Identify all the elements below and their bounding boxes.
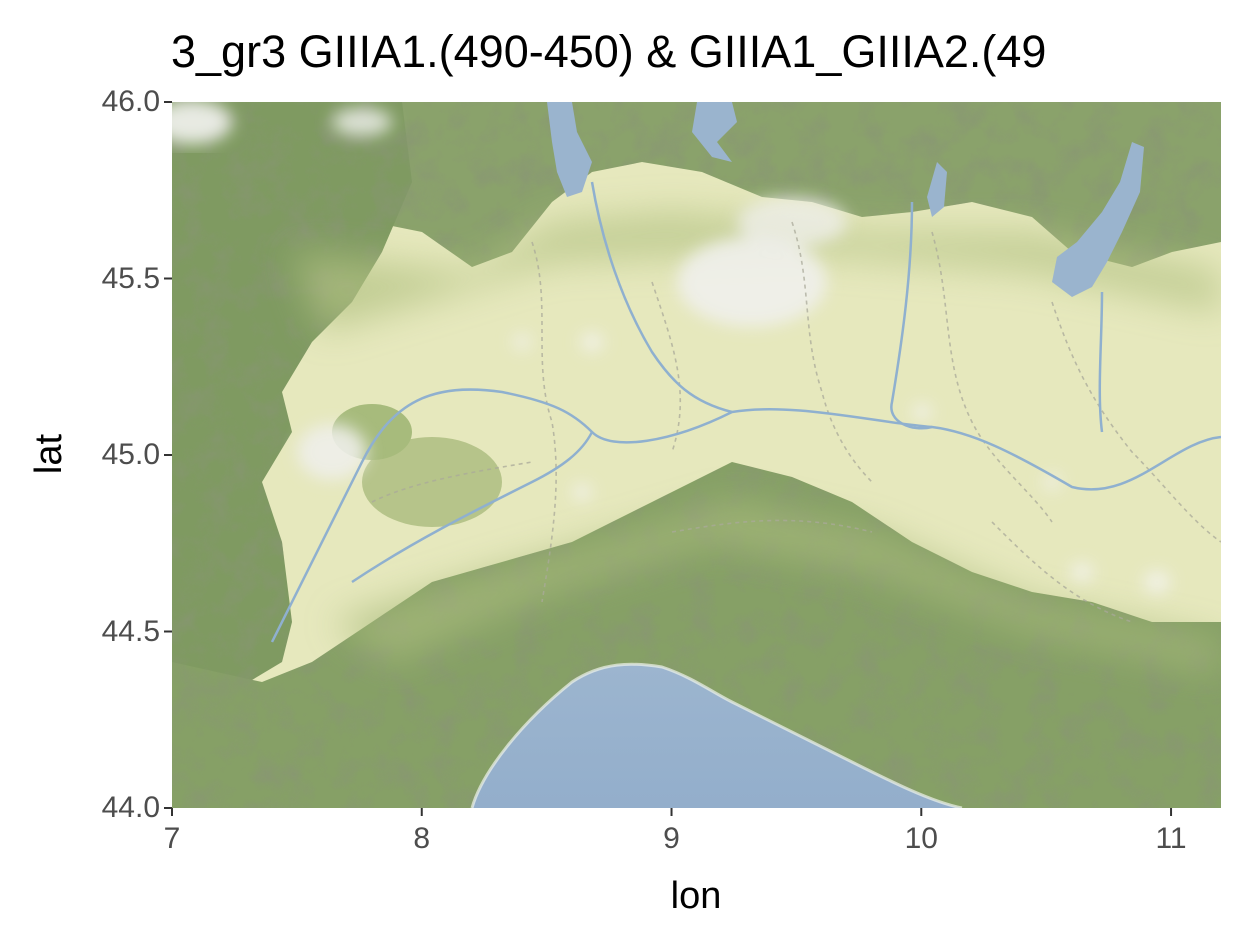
x-tick-label: 10	[904, 822, 938, 855]
x-axis-ticks	[171, 808, 1173, 816]
map-title: 3_gr3 GIIIA1.(490-450) & GIIIA1_GIIIA2.(…	[171, 26, 1047, 77]
x-tick-label: 11	[1155, 822, 1187, 855]
ligurian-sea	[472, 664, 962, 808]
y-tick-label: 46.0	[101, 85, 160, 118]
y-tick-label: 44.5	[101, 614, 160, 648]
rivers	[270, 181, 1221, 643]
y-axis-title: lat	[28, 433, 70, 475]
snow-caps	[172, 102, 392, 144]
lake-iseo	[927, 162, 947, 217]
x-tick-label: 8	[413, 822, 431, 855]
foothills	[292, 212, 1221, 672]
y-tick-label: 45.0	[101, 438, 160, 471]
relief-shading	[172, 102, 1221, 808]
x-tick-label: 7	[163, 822, 181, 855]
x-axis-title: lon	[670, 875, 722, 917]
lake-maggiore	[547, 102, 592, 197]
y-tick-label: 44.0	[101, 791, 160, 824]
x-tick-label: 9	[663, 822, 680, 855]
lakes	[547, 102, 1144, 297]
terrain-basemap	[172, 102, 1221, 808]
y-axis-ticks	[164, 101, 172, 809]
urban-areas	[297, 197, 1171, 594]
map-panel[interactable]	[172, 102, 1221, 808]
lake-como	[692, 102, 737, 162]
y-tick-label: 45.5	[101, 261, 160, 295]
lake-garda	[1052, 142, 1144, 297]
admin-borders	[371, 221, 1221, 623]
